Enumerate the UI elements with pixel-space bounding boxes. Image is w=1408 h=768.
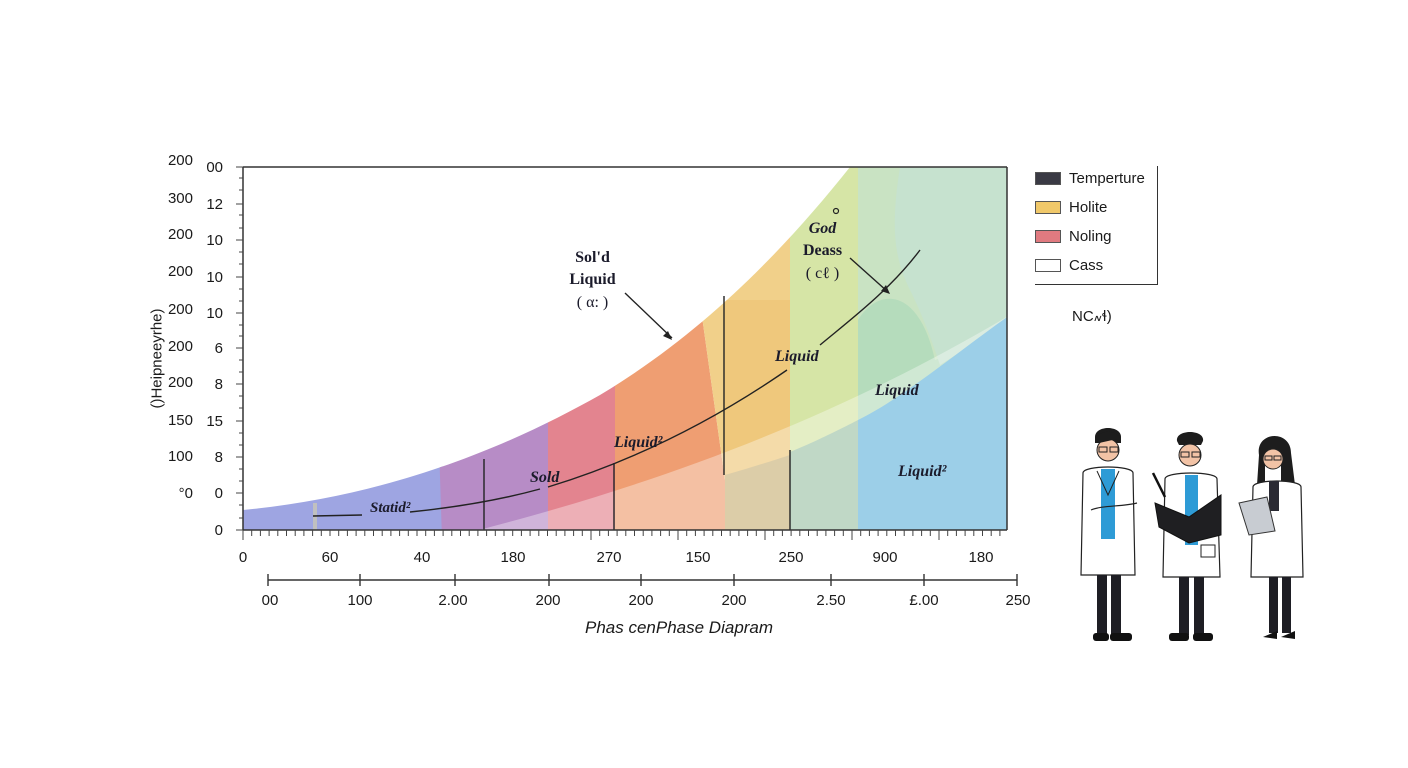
region-label-liquid-2: Liquid² (898, 463, 947, 480)
y-tick-outer: °0 (178, 485, 193, 502)
x-tick-bottom: 200 (535, 592, 561, 609)
region-label-sold: Sold (530, 469, 560, 486)
legend-label: Temperture (1069, 169, 1145, 187)
scientist-man-left-icon (1080, 428, 1138, 641)
x-tick-bottom: 2.50 (816, 592, 846, 609)
y-tick-inner: 00 (206, 159, 223, 176)
x-tick-bottom: 00 (261, 592, 279, 609)
y-tick-inner: 0 (214, 485, 223, 502)
x-tick-bottom: 100 (347, 592, 373, 609)
y-tick-inner: 15 (206, 413, 223, 430)
y-tick-outer: 300 (167, 190, 193, 207)
scientist-man-middle-icon (1151, 432, 1222, 641)
x-tick-bottom: 200 (721, 592, 747, 609)
y-tick-inner: 8 (214, 449, 223, 466)
annotation-line: God (808, 220, 837, 237)
x-tick-bottom: £.00 (909, 592, 939, 609)
y-tick-inner: 10 (206, 269, 223, 286)
y-tick-outer: 200 (167, 338, 193, 355)
annotation-line: Deass (802, 242, 843, 260)
legend: Temperture Holite Noling Cass (1035, 166, 1158, 285)
x-tick-bottom: 250 (1005, 592, 1031, 609)
y-tick-inner: 8 (214, 376, 223, 393)
annotation-solid-liquid: Sol'd Liquid ( α: ) (555, 247, 630, 314)
x-tick-bottom: 200 (628, 592, 654, 609)
y-tick-inner: 6 (214, 340, 223, 357)
annotation-line: Sol'd (575, 249, 610, 266)
legend-label: Noling (1069, 227, 1112, 245)
scientists-illustration (1080, 428, 1304, 641)
x-tick-top: 0 (238, 549, 248, 566)
y-tick-outer: 100 (167, 448, 193, 465)
legend-swatch (1035, 229, 1061, 243)
x-tick-top: 270 (596, 549, 622, 566)
x-tick-bottom: 2.00 (438, 592, 468, 609)
legend-item-holite: Holite (1035, 198, 1108, 216)
y-tick-inner: 0 (214, 522, 223, 539)
legend-label: Holite (1069, 198, 1108, 216)
y-tick-outer: 200 (167, 226, 193, 243)
region-label-liquid: Liquid (775, 348, 819, 365)
y-tick-outer: 200 (167, 263, 193, 280)
x-tick-top: 900 (872, 549, 898, 566)
y-tick-outer: 150 (167, 412, 193, 429)
x-tick-top: 40 (413, 549, 431, 566)
y-tick-outer: 200 (167, 374, 193, 391)
region-label-statid: Statid² (370, 500, 411, 516)
x-tick-top: 180 (968, 549, 994, 566)
legend-swatch (1035, 200, 1061, 214)
x-tick-top: 150 (685, 549, 711, 566)
annotation-line: ( α: ) (576, 293, 609, 311)
region-label-liquid-2: Liquid² (614, 434, 663, 451)
legend-swatch (1035, 171, 1061, 185)
legend-note: NC៷ɬ) (1072, 308, 1112, 325)
x-tick-top: 180 (500, 549, 526, 566)
y-tick-inner: 10 (206, 232, 223, 249)
y-tick-inner: 12 (206, 196, 223, 213)
chart-title: Phas cenPhase Diapram (585, 618, 774, 637)
legend-label: Cass (1069, 256, 1104, 274)
annotation-line: ( cℓ ) (805, 264, 840, 282)
x-tick-top: 250 (778, 549, 804, 566)
annotation-line: Liquid (569, 271, 616, 289)
x-tick-top: 60 (321, 549, 339, 566)
y-tick-outer: 200 (167, 152, 193, 169)
annotation-god-deass: God Deass ( cℓ ) (785, 218, 860, 285)
scientist-woman-right-icon (1238, 435, 1304, 639)
legend-item-noling: Noling (1035, 227, 1112, 245)
y-tick-outer: 200 (167, 301, 193, 318)
y-tick-inner: 10 (206, 305, 223, 322)
legend-swatch (1035, 258, 1061, 272)
legend-item-cass: Cass (1035, 256, 1104, 274)
legend-item-temperture: Temperture (1035, 169, 1145, 187)
region-label-liquid: Liquid (875, 382, 919, 399)
